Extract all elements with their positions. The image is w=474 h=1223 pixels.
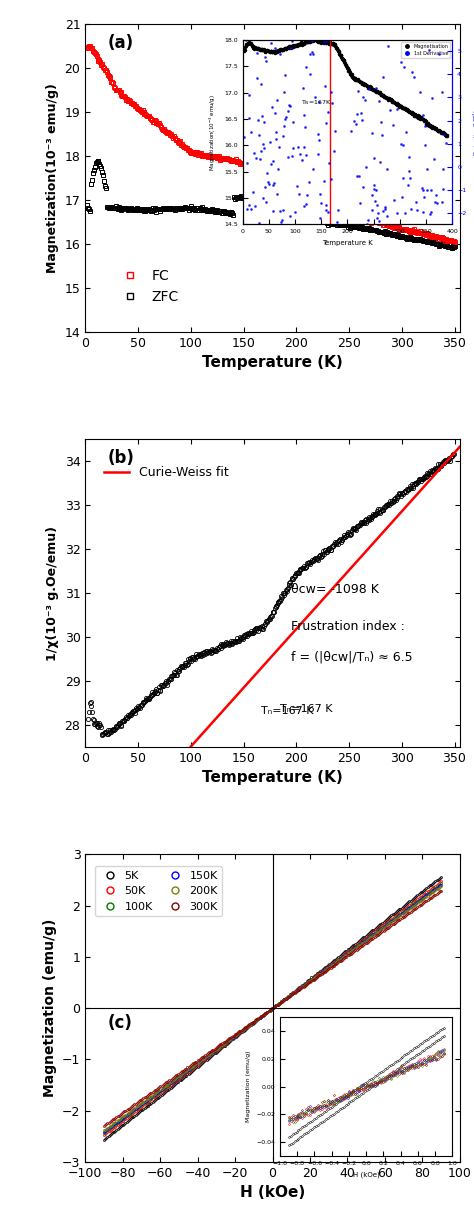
X-axis label: H (kOe): H (kOe) xyxy=(240,1185,305,1200)
Legend: 5K, 50K, 100K, 150K, 200K, 300K: 5K, 50K, 100K, 150K, 200K, 300K xyxy=(95,866,222,916)
X-axis label: Temperature (K): Temperature (K) xyxy=(202,355,343,371)
Legend: Curie-Weiss fit: Curie-Weiss fit xyxy=(99,461,234,484)
Text: θᴄᴡ= -1098 K: θᴄᴡ= -1098 K xyxy=(291,583,379,596)
Text: Tₙ=167 K: Tₙ=167 K xyxy=(281,703,333,714)
Y-axis label: Magnetization(10⁻³ emu/g): Magnetization(10⁻³ emu/g) xyxy=(46,83,59,273)
Legend: FC, ZFC: FC, ZFC xyxy=(111,263,184,309)
Y-axis label: 1/χ(10⁻³ g.Oe/emu): 1/χ(10⁻³ g.Oe/emu) xyxy=(46,526,59,660)
Text: (b): (b) xyxy=(108,449,135,467)
Y-axis label: Derivative(10$^{-3}$): Derivative(10$^{-3}$) xyxy=(472,109,474,155)
Text: (a): (a) xyxy=(108,34,134,51)
Y-axis label: Magnetization (emu/g): Magnetization (emu/g) xyxy=(43,918,56,1097)
Text: Tₙ=167 K: Tₙ=167 K xyxy=(262,706,314,715)
X-axis label: Temperature (K): Temperature (K) xyxy=(202,770,343,785)
Text: f = (|θᴄᴡ|/Tₙ) ≈ 6.5: f = (|θᴄᴡ|/Tₙ) ≈ 6.5 xyxy=(291,651,413,664)
Text: (c): (c) xyxy=(108,1014,133,1032)
Text: Frustration index :: Frustration index : xyxy=(291,620,405,634)
